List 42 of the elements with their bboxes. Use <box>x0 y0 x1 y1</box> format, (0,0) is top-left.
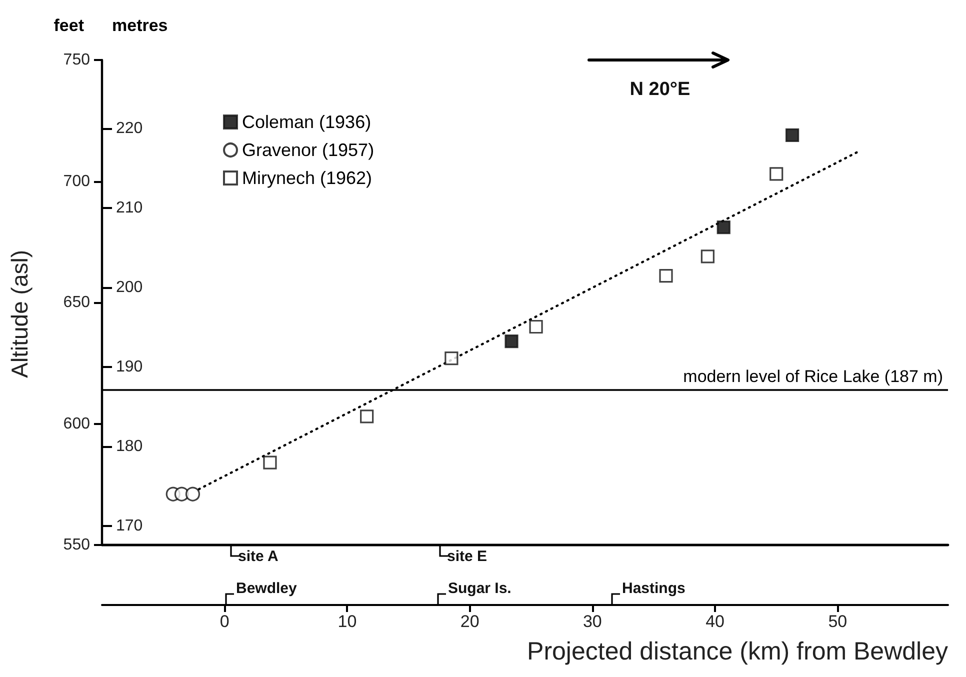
x-tick-label: 10 <box>338 612 357 631</box>
y2-tick-label: 170 <box>116 517 143 534</box>
point <box>529 320 543 334</box>
ref-line-label: modern level of Rice Lake (187 m) <box>683 366 943 386</box>
y-tick-label: 700 <box>63 172 90 190</box>
annotation: N 20°E <box>630 79 690 100</box>
point <box>360 410 374 424</box>
point <box>700 250 714 264</box>
legend-label: Gravenor (1957) <box>242 140 374 160</box>
y-axis-title: Altitude (asl) <box>6 250 32 378</box>
y2-tick-label: 220 <box>116 120 143 137</box>
x-tick-label: 30 <box>582 612 602 631</box>
x-tick-label: 40 <box>706 612 725 631</box>
text: site A <box>238 548 278 565</box>
y-tick-label: 600 <box>63 415 90 432</box>
point <box>444 351 458 366</box>
point <box>263 456 277 470</box>
x-tick-label: 20 <box>460 612 480 631</box>
point <box>785 128 800 142</box>
text: site E <box>447 548 488 565</box>
text: feet <box>54 16 84 35</box>
point <box>770 167 784 181</box>
legend-label: Coleman (1936) <box>242 112 372 132</box>
y2-tick-label: 180 <box>116 438 143 455</box>
point <box>659 269 673 283</box>
y2-tick-label: 210 <box>116 199 143 216</box>
x-tick-label: 50 <box>828 612 848 631</box>
point <box>185 486 200 502</box>
x-tick-label: 0 <box>220 612 230 631</box>
point <box>504 334 518 348</box>
y2-tick-label: 200 <box>116 278 143 296</box>
text: Sugar Is. <box>448 580 512 597</box>
y2-axis-title: metres <box>112 16 168 35</box>
x-axis-title: Projected distance (km) from Bewdley <box>527 638 948 666</box>
y-tick-label: 750 <box>63 52 90 68</box>
point <box>716 220 730 234</box>
y-tick-label: 650 <box>63 294 90 311</box>
legend-label: Mirynech (1962) <box>242 168 372 188</box>
text: Hastings <box>622 580 686 597</box>
text: Bewdley <box>236 580 298 597</box>
y2-tick-label: 190 <box>116 358 143 376</box>
y-tick-label: 550 <box>63 536 90 554</box>
